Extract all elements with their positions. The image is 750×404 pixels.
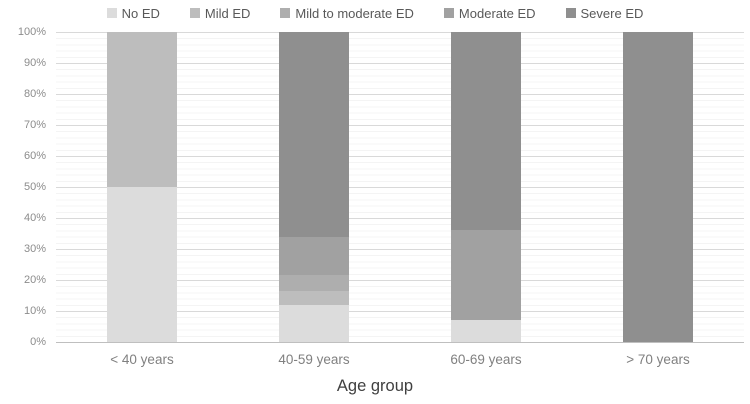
bar-slot <box>228 32 400 342</box>
y-tick-label: 40% <box>23 212 46 224</box>
bar-segment <box>279 275 349 291</box>
bar-70-years <box>623 32 693 342</box>
legend-item: Mild ED <box>189 5 251 21</box>
x-tick-label: < 40 years <box>110 352 174 367</box>
legend-label: Severe ED <box>580 5 644 21</box>
legend-label: Moderate ED <box>458 5 536 21</box>
y-tick-label: 50% <box>23 181 46 193</box>
bars-row <box>56 32 744 342</box>
y-tick-label: 70% <box>23 119 46 131</box>
legend-swatch-icon <box>106 8 117 18</box>
y-tick-label: 100% <box>17 26 46 38</box>
legend-swatch-icon <box>280 8 291 18</box>
legend-swatch-icon <box>565 8 576 18</box>
bar-segment <box>451 320 521 342</box>
bar-segment <box>107 32 177 187</box>
plot-region: 0% 10% 20% 30% 40% 50% 60% 70% 80% 90% 100% <box>0 26 750 348</box>
bar-segment <box>279 236 349 276</box>
legend-item: Moderate ED <box>443 5 536 21</box>
bar-segment <box>279 304 349 342</box>
bar-40-59-years <box>279 32 349 342</box>
bar-segment <box>451 230 521 321</box>
bar-segment <box>623 32 693 342</box>
legend-swatch-icon <box>443 8 454 18</box>
legend-item: Severe ED <box>565 5 644 21</box>
bar-slot <box>56 32 228 342</box>
legend-label: Mild ED <box>204 5 251 21</box>
y-tick-label: 90% <box>23 57 46 69</box>
x-axis: < 40 years 40-59 years 60-69 years > 70 yea… <box>56 343 744 367</box>
legend-item: Mild to moderate ED <box>280 6 414 21</box>
bar-slot <box>572 32 744 342</box>
legend: No ED Mild ED Mild to moderate ED Moderate … <box>0 2 750 24</box>
x-tick-label: 40-59 years <box>278 352 350 367</box>
y-tick-label: 10% <box>23 305 46 317</box>
y-tick-label: 30% <box>23 243 46 255</box>
bar-segment <box>279 32 349 237</box>
bar-segment <box>107 187 177 342</box>
bar-segment <box>451 32 521 231</box>
legend-label: No ED <box>121 5 160 21</box>
bar-60-69-years <box>451 32 521 342</box>
bar-slot <box>400 32 572 342</box>
bar-segment <box>279 290 349 305</box>
y-tick-label: 0% <box>30 336 46 348</box>
y-tick-label: 20% <box>23 274 46 286</box>
plot-area <box>56 32 744 343</box>
y-tick-label: 60% <box>23 150 46 162</box>
y-axis: 0% 10% 20% 30% 40% 50% 60% 70% 80% 90% 100% <box>0 26 56 348</box>
y-tick-label: 80% <box>23 88 46 100</box>
x-axis-title: Age group <box>336 377 414 395</box>
legend-label: Mild to moderate ED <box>295 5 414 21</box>
legend-item: No ED <box>106 5 160 21</box>
x-tick-label: 60-69 years <box>450 352 522 367</box>
x-tick-label: > 70 years <box>626 352 690 367</box>
bar-40-years <box>107 32 177 342</box>
legend-swatch-icon <box>189 8 200 18</box>
